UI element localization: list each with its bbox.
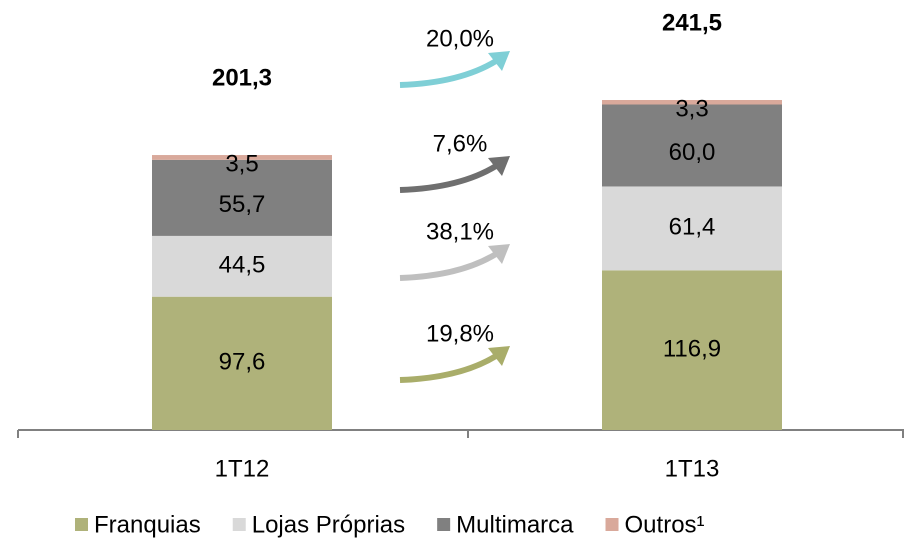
arrow-head (488, 156, 510, 176)
growth-arrow (399, 346, 510, 383)
total-label: 201,3 (212, 64, 272, 91)
arrow-head (488, 51, 510, 71)
legend-label: Multimarca (456, 511, 574, 538)
legend-swatch (605, 518, 619, 531)
bar-segment (602, 186, 782, 271)
arrow-head (488, 244, 510, 264)
total-label: 241,5 (662, 9, 722, 36)
value-label: 3,5 (225, 150, 258, 177)
category-label: 1T13 (665, 455, 720, 482)
growth-label: 19,8% (426, 320, 494, 347)
bar-segment (152, 235, 332, 297)
arrow-head (488, 346, 510, 366)
legend-label: Outros¹ (625, 511, 705, 538)
growth-arrow (399, 51, 510, 88)
value-label: 60,0 (669, 139, 716, 166)
growth-arrow (399, 244, 510, 281)
value-label: 44,5 (219, 252, 266, 279)
growth-arrow (399, 156, 510, 193)
bar-segment (602, 100, 782, 105)
bar-segment (602, 104, 782, 187)
bar-segment (152, 296, 332, 430)
growth-label: 20,0% (426, 25, 494, 52)
growth-label: 38,1% (426, 218, 494, 245)
legend-label: Lojas Próprias (252, 511, 405, 538)
legend-label: Franquias (94, 511, 201, 538)
legend-swatch (75, 518, 88, 531)
bar-segment (152, 155, 332, 160)
value-label: 61,4 (669, 214, 716, 241)
value-label: 97,6 (219, 349, 266, 376)
value-label: 3,3 (675, 95, 708, 122)
bar-segment (602, 270, 782, 430)
arrow-body (399, 163, 498, 193)
arrow-body (399, 251, 498, 281)
value-label: 116,9 (663, 336, 721, 363)
legend-swatch (437, 518, 451, 531)
arrow-body (399, 58, 498, 88)
growth-label: 7,6% (433, 130, 488, 157)
bar-segment (152, 159, 332, 236)
value-label: 55,7 (219, 191, 266, 218)
category-label: 1T12 (215, 455, 270, 482)
legend-swatch (232, 518, 246, 531)
arrow-body (399, 353, 498, 383)
